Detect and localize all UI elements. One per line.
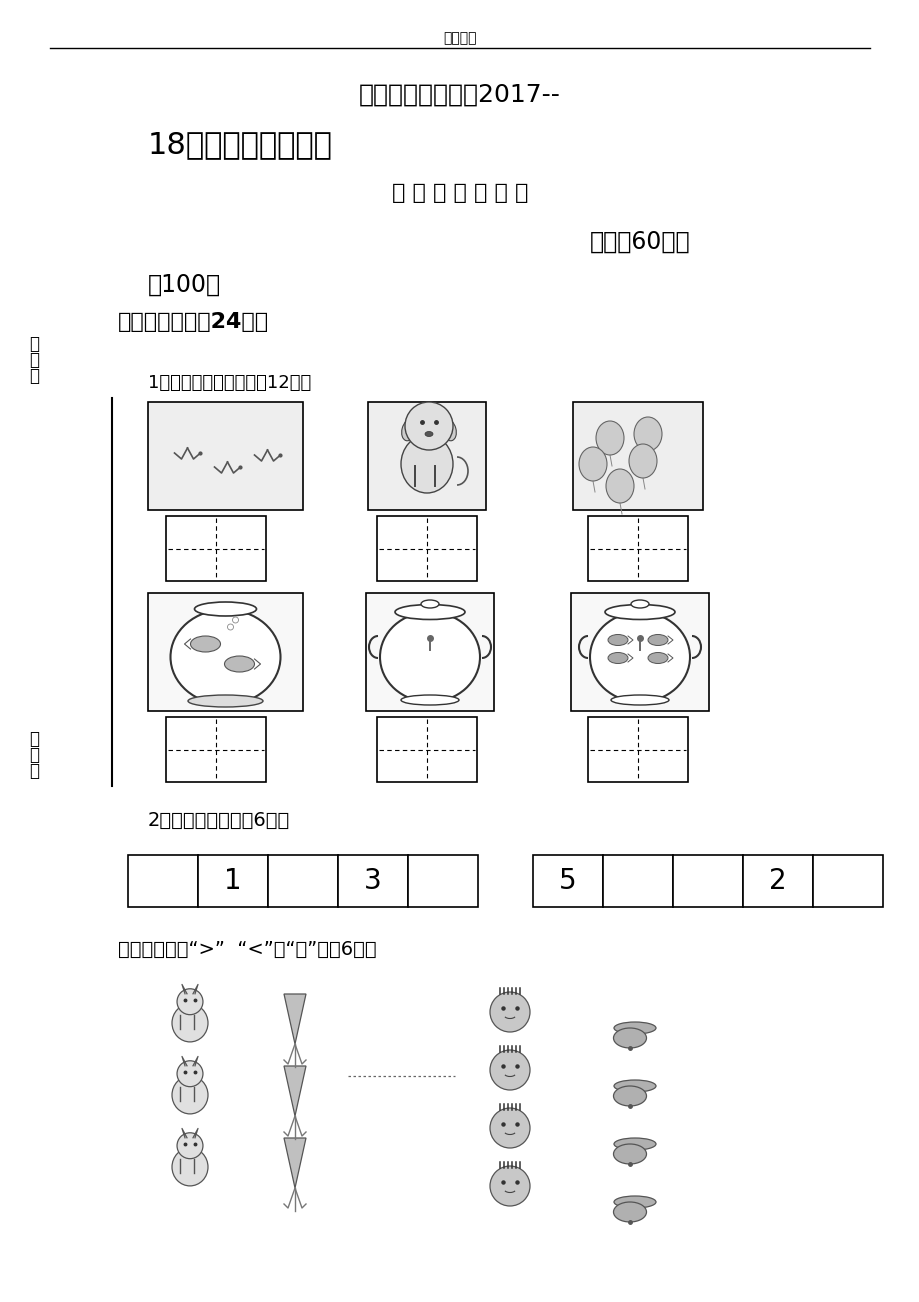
Bar	[407, 855, 478, 907]
Bar	[377, 516, 476, 581]
Circle shape	[490, 1049, 529, 1090]
Ellipse shape	[613, 1138, 655, 1150]
Ellipse shape	[421, 600, 438, 608]
Bar	[673, 855, 743, 907]
Text: ：: ：	[29, 762, 39, 780]
Ellipse shape	[629, 444, 656, 478]
Polygon shape	[284, 993, 306, 1044]
Text: 唐河育才实验学校2017--: 唐河育才实验学校2017--	[358, 83, 561, 107]
Circle shape	[176, 988, 203, 1014]
Bar	[812, 855, 882, 907]
Ellipse shape	[402, 419, 416, 441]
Ellipse shape	[647, 652, 667, 664]
Ellipse shape	[172, 1075, 208, 1115]
Text: 1: 1	[224, 867, 242, 894]
Polygon shape	[284, 1138, 306, 1187]
Bar	[165, 717, 266, 783]
Bar	[532, 855, 602, 907]
Text: 2．按顺序填数。（6分）: 2．按顺序填数。（6分）	[148, 811, 289, 829]
Ellipse shape	[613, 1202, 646, 1223]
Polygon shape	[284, 1066, 306, 1116]
Ellipse shape	[401, 435, 452, 493]
Ellipse shape	[578, 447, 607, 480]
Text: 精品资料: 精品资料	[443, 31, 476, 46]
Ellipse shape	[596, 421, 623, 454]
Bar	[267, 855, 337, 907]
Text: 1．数一数，写一写。（12分）: 1．数一数，写一写。（12分）	[148, 374, 311, 392]
Text: 3: 3	[364, 867, 381, 894]
Ellipse shape	[425, 431, 433, 436]
Circle shape	[404, 402, 452, 450]
Circle shape	[176, 1061, 203, 1087]
Ellipse shape	[647, 634, 667, 646]
Text: 一、填一填。（24分）: 一、填一填。（24分）	[118, 312, 269, 332]
Ellipse shape	[380, 612, 480, 702]
Bar	[602, 855, 673, 907]
Ellipse shape	[172, 1148, 208, 1186]
Text: 级: 级	[29, 352, 39, 368]
Text: 2: 2	[768, 867, 786, 894]
Ellipse shape	[187, 695, 263, 707]
Ellipse shape	[606, 469, 633, 503]
Ellipse shape	[613, 1086, 646, 1105]
Ellipse shape	[610, 695, 668, 704]
Bar	[148, 592, 302, 711]
Ellipse shape	[441, 419, 456, 441]
Ellipse shape	[170, 609, 280, 704]
Bar	[573, 402, 702, 510]
Ellipse shape	[607, 634, 628, 646]
Ellipse shape	[630, 600, 648, 608]
Bar	[587, 717, 687, 783]
Bar	[198, 855, 267, 907]
Ellipse shape	[224, 656, 255, 672]
Ellipse shape	[190, 635, 221, 652]
Bar	[571, 592, 709, 711]
Ellipse shape	[589, 612, 689, 702]
Ellipse shape	[633, 417, 662, 450]
Ellipse shape	[194, 602, 256, 616]
Circle shape	[176, 1133, 203, 1159]
Text: 値100分: 値100分	[148, 273, 221, 297]
Text: 班: 班	[29, 335, 39, 353]
Bar	[148, 402, 302, 510]
Bar	[743, 855, 812, 907]
Text: 比一比，填上“>”  “<”或“＝”。（6分）: 比一比，填上“>” “<”或“＝”。（6分）	[118, 940, 376, 958]
Text: 名: 名	[29, 746, 39, 764]
Ellipse shape	[613, 1022, 655, 1034]
Bar	[377, 717, 476, 783]
Bar	[587, 516, 687, 581]
Ellipse shape	[613, 1029, 646, 1048]
Ellipse shape	[172, 1004, 208, 1042]
Circle shape	[490, 1108, 529, 1148]
Text: 时间：60分钟: 时间：60分钟	[589, 230, 690, 254]
Ellipse shape	[613, 1144, 646, 1164]
Bar	[368, 402, 485, 510]
Text: ：: ：	[29, 367, 39, 385]
Ellipse shape	[607, 652, 628, 664]
Text: 5: 5	[559, 867, 576, 894]
Ellipse shape	[394, 604, 464, 620]
Circle shape	[490, 1167, 529, 1206]
Bar	[165, 516, 266, 581]
Bar	[128, 855, 198, 907]
Text: 一 年 级 数 学 试 题: 一 年 级 数 学 试 题	[391, 184, 528, 203]
Ellipse shape	[605, 604, 675, 620]
Bar	[366, 592, 494, 711]
Circle shape	[490, 992, 529, 1032]
Ellipse shape	[613, 1197, 655, 1208]
Text: 姓: 姓	[29, 730, 39, 749]
Ellipse shape	[613, 1079, 655, 1092]
Text: 18学年度第一次月考: 18学年度第一次月考	[148, 130, 333, 160]
Bar	[337, 855, 407, 907]
Ellipse shape	[401, 695, 459, 704]
